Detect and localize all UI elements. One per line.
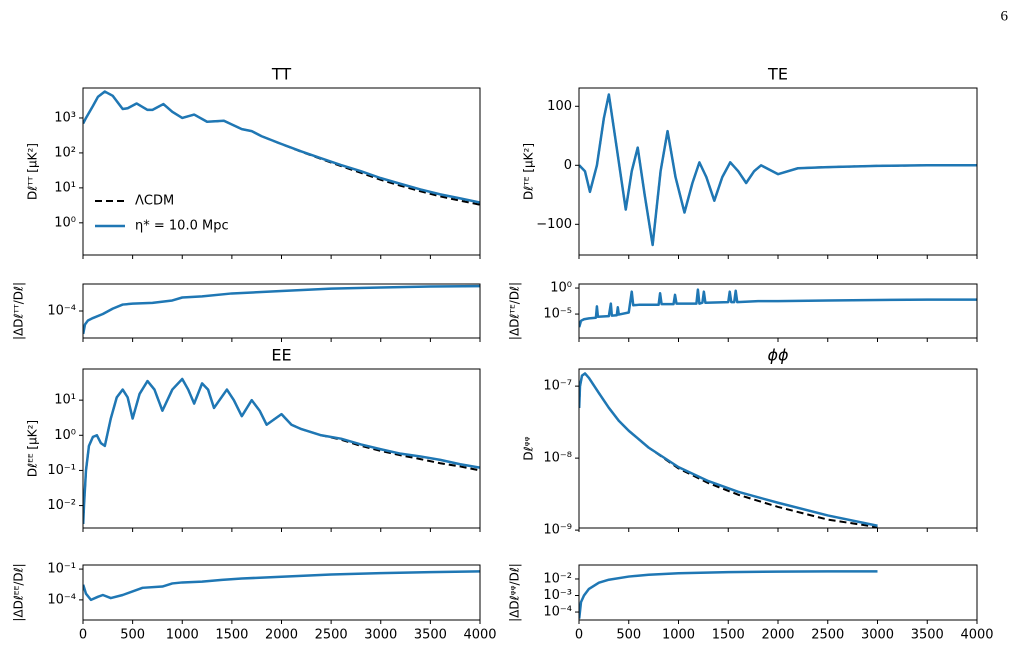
series-line (83, 90, 480, 204)
x-tick-label: 2500 (811, 628, 844, 643)
y-tick-label: 10⁻¹ (47, 463, 76, 478)
x-tick-label: 1500 (215, 628, 248, 643)
plot-area (83, 90, 480, 206)
plot-area (83, 570, 480, 602)
y-tick-label: 10⁻² (543, 571, 572, 586)
y-tick-label: 10⁰ (54, 428, 76, 443)
x-tick-label: 3000 (861, 628, 894, 643)
x-tick-label: 3500 (414, 628, 447, 643)
series-line (579, 570, 878, 619)
x-tick-label: 0 (79, 628, 87, 643)
x-tick-label: 1000 (166, 628, 199, 643)
plot-area (579, 288, 977, 328)
y-axis-label: |ΔDℓᵀᵀ/Dℓ| (12, 282, 26, 340)
y-tick-label: 10³ (54, 110, 76, 125)
y-tick-label: 10¹ (54, 180, 76, 195)
x-tick-label: 2000 (761, 628, 794, 643)
y-tick-label: 10⁻⁴ (47, 592, 76, 607)
axes-frame (82, 87, 481, 256)
axes-frame (82, 368, 481, 529)
plot-area (579, 570, 878, 619)
panel-title: TE (767, 65, 788, 84)
y-tick-label: −100 (536, 217, 572, 232)
panel-title: TT (271, 65, 291, 84)
y-axis-label: |ΔDℓᴱᴱ/Dℓ| (12, 563, 26, 621)
x-tick-label: 3000 (364, 628, 397, 643)
x-tick-label: 2000 (265, 628, 298, 643)
x-tick-label: 2500 (315, 628, 348, 643)
panel-title: ϕϕ (767, 346, 789, 365)
axes-frame (578, 368, 978, 529)
y-axis-label: |ΔDℓᵀᴱ/Dℓ| (508, 282, 522, 340)
y-tick-label: 0 (564, 158, 572, 173)
series-line (579, 288, 977, 328)
series-line (579, 372, 878, 528)
series-line (83, 570, 480, 602)
axes-frame (82, 564, 481, 621)
legend-label: ΛCDM (135, 194, 174, 209)
x-tick-label: 1500 (712, 628, 745, 643)
series-line (83, 284, 480, 335)
y-tick-label: 10⁰ (54, 215, 76, 230)
y-axis-label: Dℓᵀᴱ [μK²] (522, 143, 536, 200)
y-tick-label: 10⁻⁹ (543, 523, 572, 538)
y-tick-label: 10⁻⁵ (543, 307, 572, 322)
y-tick-label: 10⁻⁴ (543, 605, 572, 620)
y-tick-label: 10² (54, 145, 76, 160)
plot-area (83, 377, 480, 525)
axes-frame (578, 283, 978, 339)
series-line (579, 372, 878, 527)
series-line (579, 93, 977, 247)
y-tick-label: 100 (547, 99, 572, 114)
series-line (579, 93, 977, 246)
x-tick-label: 500 (616, 628, 641, 643)
axes-frame (578, 564, 978, 621)
x-tick-label: 3500 (911, 628, 944, 643)
series-line (83, 377, 480, 524)
series-line (83, 377, 480, 525)
y-tick-label: 10⁻⁴ (47, 304, 76, 319)
plot-area (83, 284, 480, 335)
axes-frame (82, 283, 481, 339)
x-tick-label: 4000 (960, 628, 993, 643)
y-axis-label: Dℓᴱᴱ [μK²] (26, 420, 40, 477)
x-tick-label: 500 (120, 628, 145, 643)
y-tick-label: 10¹ (54, 393, 76, 408)
y-tick-label: 10⁰ (550, 281, 572, 296)
x-tick-label: 1000 (662, 628, 695, 643)
y-axis-label: Dℓᵠᵠ (522, 436, 536, 460)
y-tick-label: 10⁻³ (543, 588, 572, 603)
plot-area (579, 372, 878, 528)
axes-frame (578, 87, 978, 256)
legend-label: η* = 10.0 Mpc (135, 219, 229, 234)
y-tick-label: 10⁻² (47, 498, 76, 513)
page-number: 6 (1001, 8, 1009, 24)
x-tick-label: 4000 (463, 628, 496, 643)
y-tick-label: 10⁻⁷ (543, 379, 572, 394)
panel-title: EE (271, 346, 291, 365)
y-axis-label: |ΔDℓᵠᵠ/Dℓ| (508, 563, 522, 622)
plot-area (579, 93, 977, 247)
y-axis-label: Dℓᵀᵀ [μK²] (26, 143, 40, 200)
y-tick-label: 10⁻⁸ (543, 451, 572, 466)
x-tick-label: 0 (575, 628, 583, 643)
y-tick-label: 10⁻¹ (47, 562, 76, 577)
